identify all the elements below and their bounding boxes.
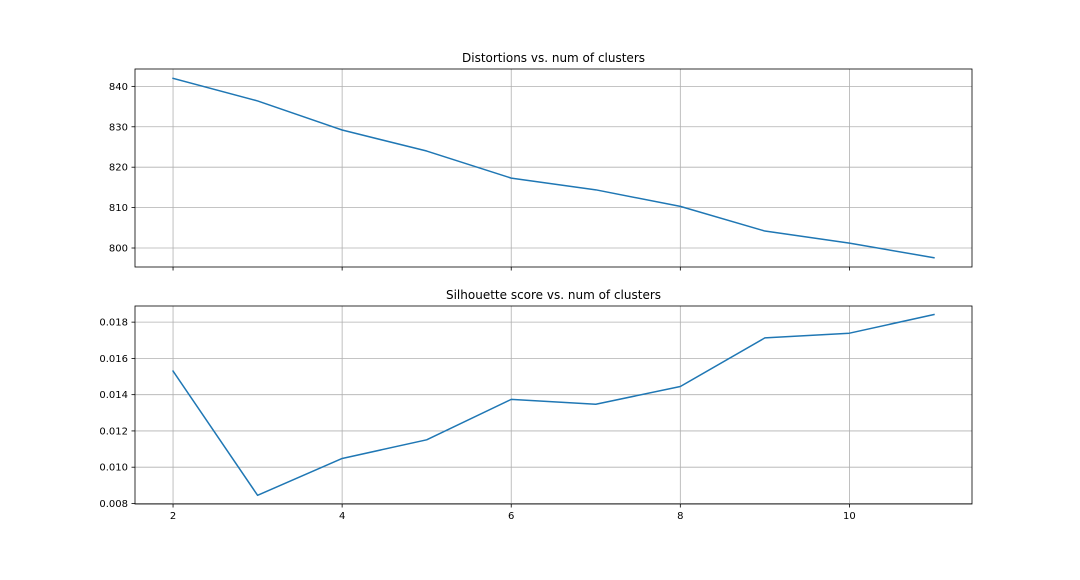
y-tick-label: 840 — [109, 82, 128, 93]
chart-title: Distortions vs. num of clusters — [462, 51, 645, 65]
x-tick-label: 2 — [170, 511, 176, 522]
axes-frame — [134, 68, 973, 268]
x-tick-label: 4 — [339, 511, 345, 522]
y-tick-label: 810 — [109, 203, 128, 214]
series-line — [172, 77, 935, 259]
axes-frame — [134, 305, 973, 505]
chart-panel-1: 800 810 820 830 840 Distortions vs. num of cl… — [109, 51, 973, 271]
y-tick-label: 0.012 — [99, 426, 128, 437]
y-tick-label: 820 — [109, 163, 128, 174]
y-tick-label: 0.016 — [99, 354, 128, 365]
plot-area — [135, 69, 972, 267]
y-tick-label: 0.008 — [99, 499, 128, 510]
series-line — [172, 313, 935, 497]
x-tick-label: 10 — [843, 511, 856, 522]
y-tick-label: 0.010 — [99, 463, 128, 474]
y-tick-label: 0.018 — [99, 318, 128, 329]
y-tick-label: 830 — [109, 122, 128, 133]
plot-area — [135, 306, 972, 504]
y-tick-label: 0.014 — [99, 390, 128, 401]
chart-panel-2: 2 4 6 8 10 0.008 0.010 0.012 0.014 0.016 0.018 Silh… — [99, 288, 973, 522]
y-tick-label: 800 — [109, 244, 128, 255]
x-tick-label: 6 — [508, 511, 514, 522]
chart-title: Silhouette score vs. num of clusters — [446, 288, 661, 302]
x-tick-label: 8 — [677, 511, 683, 522]
